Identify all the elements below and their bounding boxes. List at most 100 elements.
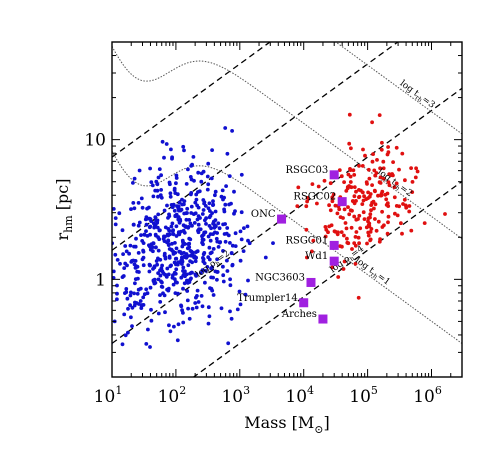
red-point [379, 147, 384, 152]
blue-point [148, 224, 153, 229]
cluster-marker [329, 256, 339, 266]
red-point [366, 230, 371, 235]
blue-point [195, 288, 200, 293]
red-point [323, 225, 328, 229]
blue-point [136, 251, 141, 255]
blue-point [225, 226, 230, 230]
red-point [352, 194, 357, 199]
blue-point [174, 267, 179, 272]
blue-point [188, 175, 193, 179]
blue-point [152, 225, 157, 230]
blue-point [229, 316, 234, 321]
blue-point [189, 204, 194, 209]
red-point [369, 208, 373, 213]
blue-point [209, 286, 214, 291]
blue-point [227, 174, 232, 179]
blue-point [185, 289, 190, 293]
blue-point [206, 305, 211, 310]
cluster-label: RSGC01 [285, 235, 328, 246]
blue-point [156, 271, 161, 275]
relaxation-line-label: log trh=4 [420, 0, 459, 23]
red-point [373, 202, 378, 207]
blue-point [177, 200, 182, 205]
blue-point [156, 194, 160, 199]
blue-point [124, 249, 129, 254]
red-point [377, 239, 382, 244]
blue-point [167, 256, 172, 260]
blue-point [200, 237, 205, 242]
red-point [347, 212, 352, 217]
red-point [386, 145, 390, 149]
blue-point [177, 220, 182, 225]
blue-point [206, 321, 211, 326]
red-point [328, 208, 333, 213]
x-tick-label: 103 [221, 384, 250, 407]
blue-point [211, 293, 216, 297]
relaxation-line-label: log trh=1 [352, 256, 391, 289]
blue-point [140, 257, 145, 262]
blue-point [210, 265, 215, 270]
red-point [357, 164, 361, 168]
blue-point [125, 296, 130, 301]
red-point [351, 199, 356, 204]
blue-point [194, 305, 199, 310]
red-point [384, 197, 389, 202]
blue-point [223, 126, 228, 130]
blue-point [158, 293, 162, 297]
blue-point [107, 294, 111, 298]
blue-point [243, 292, 248, 297]
red-point [369, 203, 374, 208]
blue-point [196, 190, 200, 194]
blue-point [137, 302, 141, 306]
blue-point [180, 244, 185, 249]
blue-point [148, 263, 153, 268]
blue-point [152, 281, 157, 286]
blue-point [152, 265, 157, 270]
blue-point [162, 234, 166, 239]
red-point [342, 233, 346, 238]
blue-point [179, 251, 184, 256]
blue-point [175, 338, 180, 343]
blue-point [206, 182, 211, 187]
red-point [316, 184, 321, 189]
blue-point [237, 289, 242, 294]
red-point [349, 185, 354, 190]
blue-point [223, 202, 228, 207]
blue-point [123, 244, 128, 248]
blue-point [162, 208, 167, 213]
red-point [352, 214, 357, 219]
blue-point [221, 273, 226, 278]
red-point [378, 175, 383, 180]
blue-point [201, 208, 206, 212]
blue-point [213, 193, 217, 198]
blue-point [174, 246, 179, 251]
blue-point [133, 300, 137, 305]
blue-point [133, 281, 137, 286]
blue-point [190, 306, 195, 311]
red-point [385, 201, 390, 206]
blue-point [115, 297, 119, 302]
red-point [392, 185, 397, 190]
red-point [328, 181, 333, 186]
blue-point [202, 201, 207, 206]
blue-point [209, 176, 214, 181]
red-point [358, 226, 363, 231]
blue-point [123, 333, 128, 338]
cluster-marker [337, 197, 347, 207]
cluster-label: Wd1 [305, 251, 328, 262]
x-tick-label: 102 [158, 384, 187, 407]
blue-point [184, 182, 189, 186]
red-point [397, 167, 401, 172]
red-point [372, 206, 376, 211]
blue-point [137, 220, 142, 225]
blue-point [199, 179, 204, 184]
blue-point [202, 261, 207, 266]
red-point [422, 221, 427, 226]
red-point [367, 194, 372, 199]
blue-point [131, 222, 136, 227]
blue-point [137, 168, 142, 173]
blue-point [185, 298, 190, 303]
blue-point [187, 245, 192, 250]
x-tick-label: 104 [285, 384, 314, 407]
red-point [342, 207, 347, 212]
